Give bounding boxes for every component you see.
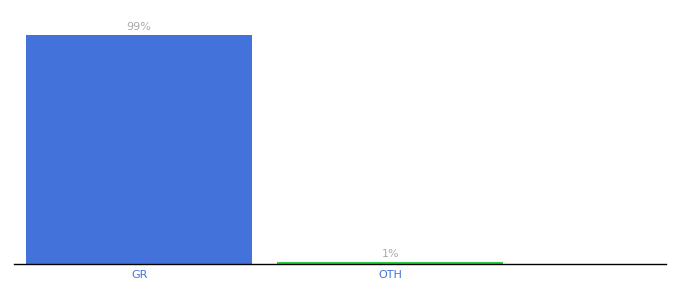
- Bar: [26, 34, 252, 264]
- Text: 99%: 99%: [126, 22, 152, 32]
- Text: 1%: 1%: [381, 249, 399, 260]
- Bar: [277, 262, 503, 264]
